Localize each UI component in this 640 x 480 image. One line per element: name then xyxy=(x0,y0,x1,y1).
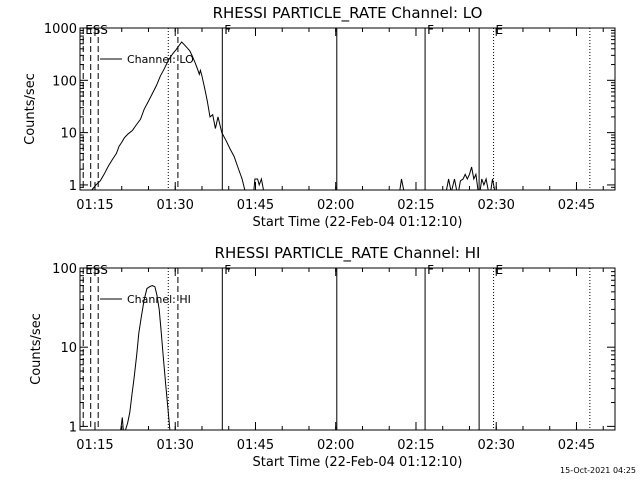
x-tick-label: 02:45 xyxy=(558,438,595,453)
plot-frame xyxy=(79,267,616,431)
y-tick-label: 10 xyxy=(60,127,77,142)
x-tick-label: 02:45 xyxy=(558,198,595,213)
legend-label: Channel: LO xyxy=(127,53,194,66)
x-axis-label: Start Time (22-Feb-04 01:12:10) xyxy=(253,455,463,470)
series-line-segment xyxy=(91,41,246,191)
x-tick-label: 02:00 xyxy=(317,438,354,453)
y-tick-label: 10 xyxy=(60,341,77,356)
series-line-segment xyxy=(125,285,171,431)
x-tick-label: 02:00 xyxy=(317,198,354,213)
x-tick-label: 01:30 xyxy=(156,438,193,453)
event-marker-label: F xyxy=(427,263,434,277)
event-marker-label: F xyxy=(224,23,231,37)
event-marker-label: F xyxy=(427,23,434,37)
series-line-segment xyxy=(490,178,496,191)
event-marker-label: S xyxy=(100,263,108,277)
series-line-segment xyxy=(446,178,452,191)
y-tick-label: 1 xyxy=(69,420,77,435)
series-line-segment xyxy=(399,178,405,191)
series-line-segment xyxy=(120,417,124,431)
series-line-segment xyxy=(451,178,458,191)
event-marker-label: S xyxy=(93,263,101,277)
event-marker-label: F xyxy=(224,263,231,277)
chart-title: RHESSI PARTICLE_RATE Channel: LO xyxy=(213,4,483,23)
footer-timestamp: 15-Oct-2021 04:25 xyxy=(560,466,636,475)
y-tick-label: 100 xyxy=(52,74,77,89)
event-marker-label: S xyxy=(93,23,101,37)
x-tick-label: 01:15 xyxy=(76,438,113,453)
series-line-segment xyxy=(253,177,264,191)
x-axis-label: Start Time (22-Feb-04 01:12:10) xyxy=(253,215,463,230)
series-line-segment xyxy=(458,166,479,191)
series-line-segment xyxy=(479,177,489,191)
event-marker-label: E xyxy=(496,263,504,277)
x-tick-label: 01:45 xyxy=(237,198,274,213)
x-tick-label: 02:30 xyxy=(477,438,514,453)
legend-label: Channel: HI xyxy=(127,293,191,306)
chart-panel-0: RHESSI PARTICLE_RATE Channel: LO 01:15 01:… xyxy=(23,4,616,230)
y-tick-label: 1 xyxy=(69,179,77,194)
y-axis-label: Counts/sec xyxy=(23,73,38,145)
event-marker-label: E xyxy=(85,23,93,37)
chart-panel-1: RHESSI PARTICLE_RATE Channel: HI 01:15 01:… xyxy=(29,244,616,470)
x-tick-label: 02:15 xyxy=(397,438,434,453)
x-tick-label: 01:45 xyxy=(237,438,274,453)
chart-title: RHESSI PARTICLE_RATE Channel: HI xyxy=(215,244,481,263)
event-marker-label: E xyxy=(496,23,504,37)
x-tick-label: 01:15 xyxy=(76,198,113,213)
y-axis-label: Counts/sec xyxy=(29,313,44,385)
y-tick-label: 1000 xyxy=(44,22,77,37)
event-marker-label: S xyxy=(100,23,108,37)
event-marker-label: E xyxy=(85,263,93,277)
y-tick-label: 100 xyxy=(52,262,77,277)
x-tick-label: 02:15 xyxy=(397,198,434,213)
x-tick-label: 01:30 xyxy=(156,198,193,213)
plot-frame xyxy=(79,27,616,191)
x-tick-label: 02:30 xyxy=(477,198,514,213)
